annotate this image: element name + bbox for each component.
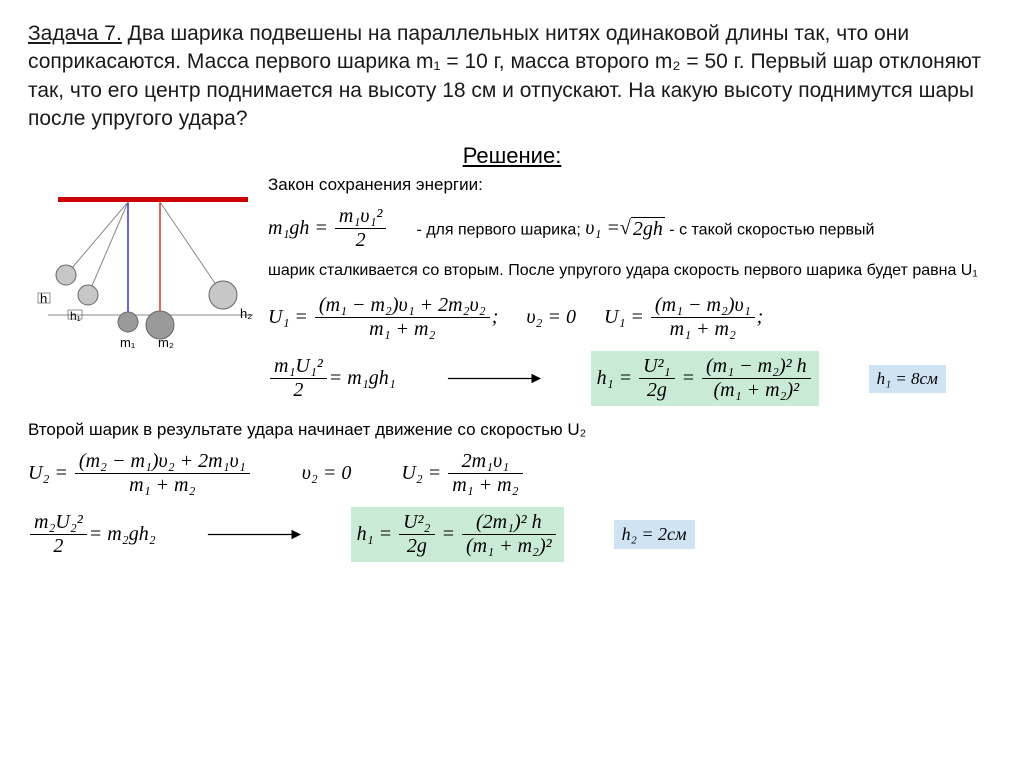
solution-heading: Решение: — [28, 143, 996, 169]
svg-text:m₁: m₁ — [120, 335, 136, 350]
problem-title: Задача 7. — [28, 22, 122, 45]
after-collision-text: шарик сталкивается со вторым. После упру… — [268, 262, 996, 280]
energy-law-text: Закон сохранения энергии: — [268, 175, 996, 195]
u1-row: U₁ = (m₁ − m₂)υ₁ + 2m₂υ₂m₁ + m₂ ; υ₂ = 0… — [268, 294, 996, 341]
h1-formula: h₁ = U²₁2g = (m₁ − m₂)² h(m₁ + m₂)² — [591, 351, 819, 406]
svg-text:h₂: h₂ — [240, 306, 252, 321]
h2-row: m₂U₂²2 = m₂gh₂ h₁ = U²₂2g = (2m₁)² h(m₁ … — [28, 507, 996, 562]
energy-row: m₁gh = m₁υ₁²2 - для первого шарика; υ₁ =… — [268, 205, 996, 252]
h2-answer: h₂ = 2см — [614, 520, 695, 549]
svg-text:h₁: h₁ — [70, 309, 81, 323]
h1-answer: h₁ = 8см — [869, 365, 946, 393]
pendulum-diagram: h h₁ h₂ m₁ m₂ — [28, 175, 258, 355]
problem-statement: Задача 7. Два шарика подвешены на паралл… — [28, 20, 996, 133]
u2-row: U₂ = (m₂ − m₁)υ₂ + 2m₁υ₁m₁ + m₂ υ₂ = 0 U… — [28, 450, 996, 497]
problem-body: Два шарика подвешены на параллельных нит… — [28, 22, 981, 130]
h1-row: m₁U₁²2 = m₁gh₁ h₁ = U²₁2g = (m₁ − m₂)² h… — [268, 351, 996, 406]
h2-formula: h₁ = U²₂2g = (2m₁)² h(m₁ + m₂)² — [351, 507, 564, 562]
second-ball-text: Второй шарик в результате удара начинает… — [28, 420, 996, 440]
svg-text:m₂: m₂ — [158, 335, 174, 350]
arrow-icon — [446, 369, 541, 388]
arrow-icon — [206, 525, 301, 544]
